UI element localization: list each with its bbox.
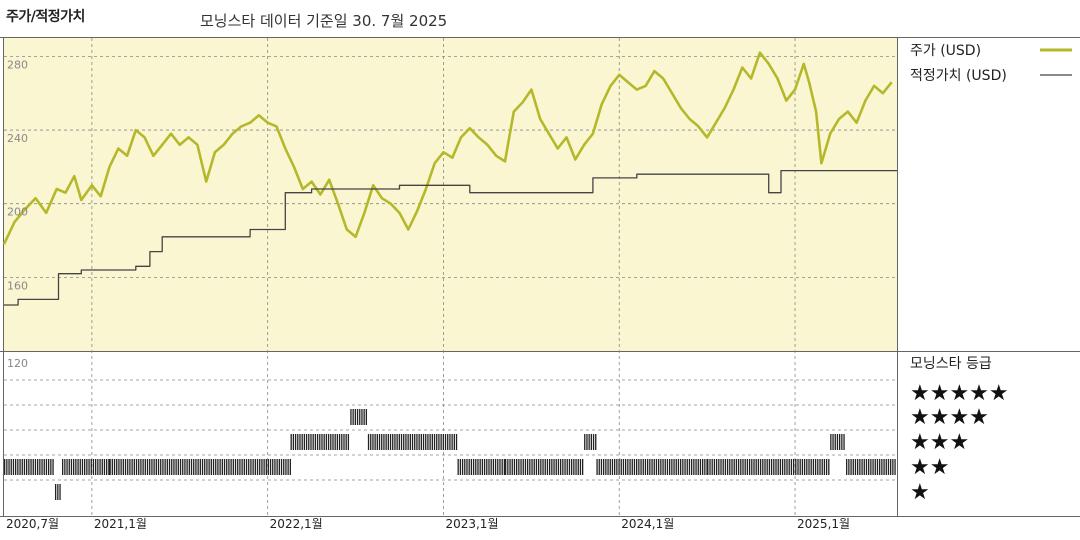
y-tick-label: 240 <box>7 132 28 145</box>
x-date-label: 2024,1월 <box>621 517 674 531</box>
rating-bar-2-stars <box>267 459 291 475</box>
rating-3-stars: ★★★ <box>910 430 969 455</box>
rating-4-stars: ★★★★ <box>910 405 989 430</box>
rating-bar-1-stars <box>54 484 61 500</box>
rating-bar-2-stars <box>62 459 110 475</box>
x-date-label: 2020,7월 <box>6 517 59 531</box>
fair-value-series-line <box>4 169 897 306</box>
y-tick-label: 120 <box>7 357 28 370</box>
rating-bar-4-stars <box>350 409 368 425</box>
legend-price-label: 주가 (USD) <box>910 43 981 59</box>
y-tick-label: 160 <box>7 279 28 292</box>
y-tick-label: 200 <box>7 206 28 219</box>
x-date-label: 2025,1월 <box>797 517 850 531</box>
rating-bar-2-stars <box>846 459 896 475</box>
y-tick-label: 280 <box>7 58 28 71</box>
rating-bars <box>4 409 896 500</box>
series-layer <box>2 51 897 306</box>
rating-bar-2-stars <box>707 459 830 475</box>
rating-bar-3-stars <box>367 434 458 450</box>
rating-bar-2-stars <box>4 459 54 475</box>
x-date-label: 2023,1월 <box>445 517 498 531</box>
rating-bar-3-stars <box>584 434 597 450</box>
rating-bar-3-stars <box>290 434 350 450</box>
tick-labels: 280 240 200 160 120 2020,7월 2021,1월 2022,1월 2023… <box>6 58 850 531</box>
rating-5-stars: ★★★★★ <box>910 381 1009 406</box>
rating-bar-2-stars <box>596 459 708 475</box>
price-series-line <box>2 51 893 245</box>
price-panel-background <box>3 38 897 351</box>
chart-subtitle: 모닝스타 데이터 기준일 30. 7월 2025 <box>200 12 448 30</box>
chart-title: 주가/적정가치 <box>6 9 85 25</box>
grid-layer <box>4 38 897 516</box>
x-date-label: 2021,1월 <box>94 517 147 531</box>
rating-bar-2-stars <box>457 459 506 475</box>
legend-fair-value-label: 적정가치 (USD) <box>910 68 1007 84</box>
rating-bar-3-stars <box>830 434 845 450</box>
rating-bar-2-stars <box>504 459 584 475</box>
rating-2-stars: ★★ <box>910 455 949 480</box>
rating-1-star: ★ <box>910 480 930 505</box>
rating-bar-2-stars <box>109 459 267 475</box>
x-date-label: 2022,1월 <box>270 517 323 531</box>
rating-panel-title: 모닝스타 등급 <box>910 356 992 372</box>
